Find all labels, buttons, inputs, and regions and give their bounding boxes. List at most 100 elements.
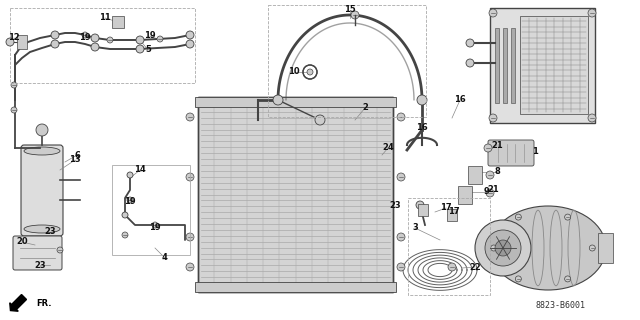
Bar xyxy=(511,28,515,103)
Circle shape xyxy=(466,59,474,67)
Text: 10: 10 xyxy=(288,68,300,76)
Circle shape xyxy=(136,45,144,53)
Circle shape xyxy=(397,173,405,181)
Polygon shape xyxy=(458,186,472,204)
Bar xyxy=(495,28,499,103)
Text: 19: 19 xyxy=(149,222,161,231)
Circle shape xyxy=(588,9,596,17)
Circle shape xyxy=(588,114,596,122)
Text: 8: 8 xyxy=(494,167,500,177)
Circle shape xyxy=(127,172,133,178)
Text: 19: 19 xyxy=(144,31,156,41)
Circle shape xyxy=(136,36,144,44)
Text: 3: 3 xyxy=(412,223,418,233)
Bar xyxy=(503,28,507,103)
Circle shape xyxy=(564,214,571,220)
Circle shape xyxy=(51,40,59,48)
Text: 19: 19 xyxy=(79,33,91,42)
Circle shape xyxy=(186,263,194,271)
Bar xyxy=(112,165,190,255)
Text: 20: 20 xyxy=(16,237,28,246)
Text: 16: 16 xyxy=(454,95,466,105)
Text: 23: 23 xyxy=(34,260,46,269)
Text: 21: 21 xyxy=(491,140,503,149)
Text: 24: 24 xyxy=(382,143,394,153)
Circle shape xyxy=(475,220,531,276)
FancyBboxPatch shape xyxy=(13,236,62,270)
Circle shape xyxy=(186,40,194,48)
Circle shape xyxy=(122,232,128,238)
Text: 17: 17 xyxy=(448,207,460,217)
Circle shape xyxy=(486,171,494,179)
Text: 17: 17 xyxy=(440,204,452,212)
Text: FR.: FR. xyxy=(36,300,51,308)
Text: 4: 4 xyxy=(162,253,168,262)
Circle shape xyxy=(273,95,283,105)
Text: 21: 21 xyxy=(487,186,499,195)
Circle shape xyxy=(515,276,522,282)
Circle shape xyxy=(564,276,571,282)
Circle shape xyxy=(589,245,595,251)
Bar xyxy=(520,16,588,114)
Bar xyxy=(598,233,613,263)
Ellipse shape xyxy=(490,206,606,290)
Circle shape xyxy=(417,95,427,105)
Circle shape xyxy=(11,82,17,88)
Text: 23: 23 xyxy=(389,201,401,210)
Circle shape xyxy=(6,38,14,46)
Circle shape xyxy=(397,233,405,241)
Bar xyxy=(268,5,426,117)
Polygon shape xyxy=(17,35,27,49)
Text: 9: 9 xyxy=(484,188,490,196)
Bar xyxy=(198,97,393,292)
Text: 14: 14 xyxy=(134,165,146,174)
Polygon shape xyxy=(468,166,482,184)
Circle shape xyxy=(57,247,63,253)
Bar xyxy=(198,97,393,292)
Text: 6: 6 xyxy=(74,150,80,159)
Text: 11: 11 xyxy=(99,13,111,22)
Circle shape xyxy=(91,34,99,42)
Text: 12: 12 xyxy=(8,34,20,43)
Circle shape xyxy=(82,32,88,38)
Polygon shape xyxy=(418,204,428,216)
FancyBboxPatch shape xyxy=(488,140,534,166)
Bar xyxy=(195,97,396,107)
Circle shape xyxy=(152,222,158,228)
Bar xyxy=(10,8,195,83)
Text: 5: 5 xyxy=(145,45,151,54)
Circle shape xyxy=(466,39,474,47)
Circle shape xyxy=(127,197,133,203)
Circle shape xyxy=(448,263,456,271)
Circle shape xyxy=(157,36,163,42)
Ellipse shape xyxy=(24,225,60,233)
Circle shape xyxy=(186,173,194,181)
FancyBboxPatch shape xyxy=(21,145,63,236)
Circle shape xyxy=(489,9,497,17)
Circle shape xyxy=(485,230,521,266)
Text: 1: 1 xyxy=(532,148,538,156)
Circle shape xyxy=(11,107,17,113)
Circle shape xyxy=(186,31,194,39)
Text: 16: 16 xyxy=(416,123,428,132)
Circle shape xyxy=(397,263,405,271)
Circle shape xyxy=(351,11,359,19)
Circle shape xyxy=(91,43,99,51)
Circle shape xyxy=(122,212,128,218)
Circle shape xyxy=(315,115,325,125)
Bar xyxy=(195,282,396,292)
Bar xyxy=(490,8,595,123)
Ellipse shape xyxy=(24,147,60,155)
Circle shape xyxy=(495,240,511,256)
Circle shape xyxy=(397,113,405,121)
Circle shape xyxy=(491,245,497,251)
Text: 2: 2 xyxy=(362,103,368,113)
Text: 8823-B6001: 8823-B6001 xyxy=(535,300,585,309)
Polygon shape xyxy=(447,209,457,221)
Polygon shape xyxy=(112,16,124,28)
Text: 15: 15 xyxy=(344,5,356,14)
Circle shape xyxy=(484,144,492,152)
Circle shape xyxy=(186,233,194,241)
Circle shape xyxy=(107,37,113,43)
Circle shape xyxy=(307,69,313,75)
